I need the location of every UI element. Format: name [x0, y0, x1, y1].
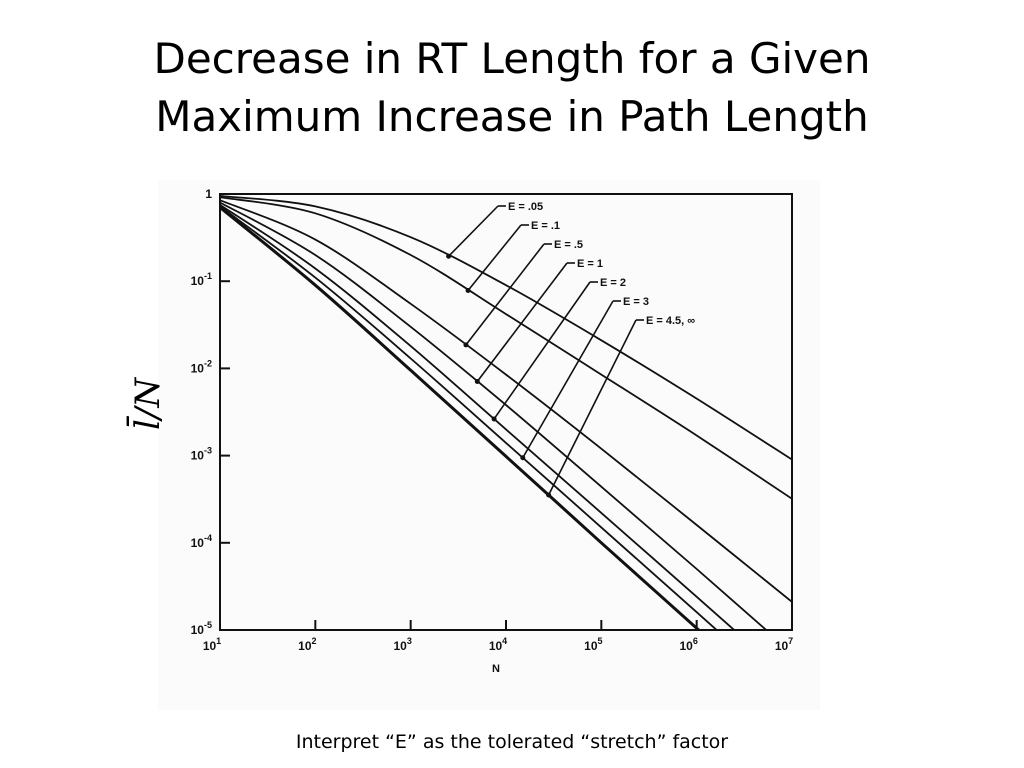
series-line-5 — [220, 205, 719, 630]
chart: 101 102 103 104 105 106 107 1 10-1 10-2 10-3 10-4 10… — [140, 180, 820, 710]
annotation-label-1: E = .1 — [531, 220, 560, 232]
x-axis-label: N — [492, 663, 500, 675]
chart-svg: 101 102 103 104 105 106 107110-110-210-310-410… — [158, 180, 820, 710]
annotation-leader-0 — [448, 205, 499, 257]
annotation-label-0: E = .05 — [508, 201, 543, 213]
annotation-arrow-5 — [520, 455, 526, 461]
series-line-0 — [220, 195, 792, 461]
slide-caption: Interpret “E” as the tolerated “stretch”… — [295, 731, 729, 753]
series-line-6 — [220, 206, 701, 630]
slide-title-line-2: Maximum Increase in Path Length — [155, 92, 869, 141]
annotation-label-6: E = 4.5, ∞ — [646, 315, 695, 327]
annotation-label-5: E = 3 — [623, 296, 649, 308]
annotation-leader-2 — [465, 243, 545, 346]
slide-title-line-1: Decrease in RT Length for a Given — [153, 34, 871, 83]
slide-title: Decrease in RT Length for a Given Maximu… — [0, 30, 1024, 146]
series-line-3 — [220, 201, 768, 630]
annotation-label-2: E = .5 — [554, 239, 583, 251]
annotation-arrow-4 — [491, 416, 497, 422]
annotation-leader-1 — [467, 224, 522, 292]
annotation-arrow-0 — [446, 253, 452, 259]
annotation-leader-3 — [476, 262, 568, 382]
annotation-label-3: E = 1 — [577, 258, 603, 270]
annotation-arrow-2 — [463, 342, 469, 348]
annotation-leader-4 — [493, 281, 591, 420]
series-line-2 — [220, 199, 792, 603]
annotation-leader-5 — [522, 300, 614, 459]
series-line-1 — [220, 196, 792, 500]
annotation-label-4: E = 2 — [600, 277, 626, 289]
annotation-arrow-1 — [465, 288, 471, 294]
annotation-arrow-6 — [546, 492, 552, 498]
series-line-4 — [220, 204, 736, 630]
annotation-leader-6 — [547, 319, 637, 496]
y-tick-label-0: 1 — [205, 187, 212, 201]
y-axis-label: l̄/N — [128, 377, 168, 430]
annotation-arrow-3 — [474, 378, 480, 384]
